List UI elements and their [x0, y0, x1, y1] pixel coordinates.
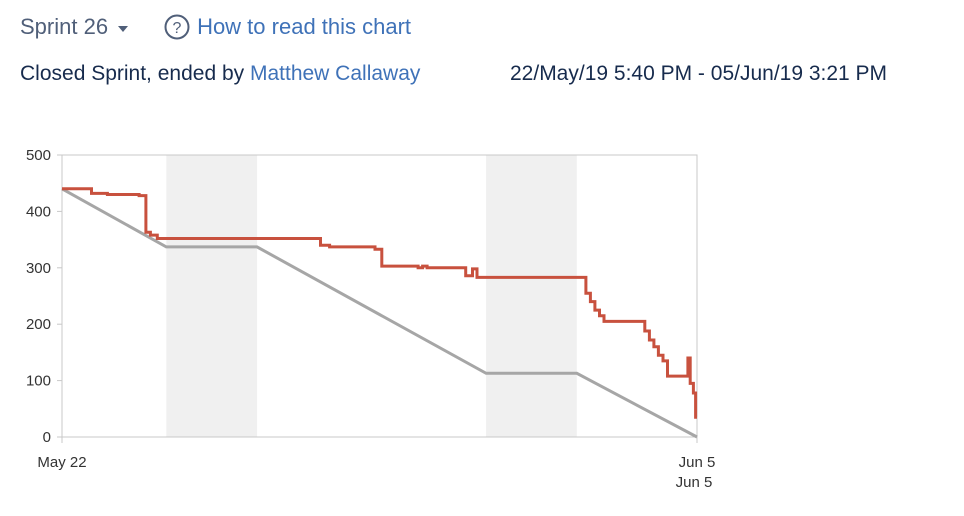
sprint-meta: Closed Sprint, ended by Matthew Callaway… [20, 62, 950, 92]
sprint-selector-label: Sprint 26 [20, 14, 109, 39]
sprint-status-text: Closed Sprint, ended by [20, 62, 245, 85]
chevron-down-icon [118, 25, 129, 32]
guideline-series [61, 187, 698, 439]
question-circle-icon: ? [164, 14, 190, 40]
y-tick-label: 100 [26, 373, 51, 390]
x-tick-label: May 22 [37, 454, 86, 471]
x-tick-label: Jun 5 [679, 454, 716, 471]
sprint-header: Sprint 26 ? How to read this chart [20, 11, 411, 43]
burndown-chart: 0 100 200 300 400 500 May 22 Jun 5 Jun 5 [0, 140, 740, 500]
sprint-selector-dropdown[interactable]: Sprint 26 [20, 14, 129, 40]
non-working-band [486, 155, 577, 437]
y-tick-label: 500 [26, 147, 51, 164]
y-tick-label: 0 [43, 429, 51, 446]
plot-frame [61, 154, 698, 438]
remaining-values-series [62, 187, 698, 419]
sprint-date-range: 22/May/19 5:40 PM - 05/Jun/19 3:21 PM [510, 62, 888, 85]
x-extra-label: Jun 5 [676, 474, 713, 491]
y-tick-label: 200 [26, 316, 51, 333]
y-tick-label: 400 [26, 203, 51, 220]
non-working-band [166, 155, 258, 437]
y-tick-label: 300 [26, 260, 51, 277]
sprint-owner-link[interactable]: Matthew Callaway [249, 62, 421, 85]
how-to-read-chart-label: How to read this chart [197, 14, 412, 39]
burndown-chart-svg: 0 100 200 300 400 500 May 22 Jun 5 Jun 5 [26, 147, 716, 491]
svg-text:?: ? [173, 20, 182, 37]
how-to-read-chart-link[interactable]: ? How to read this chart [164, 14, 411, 40]
